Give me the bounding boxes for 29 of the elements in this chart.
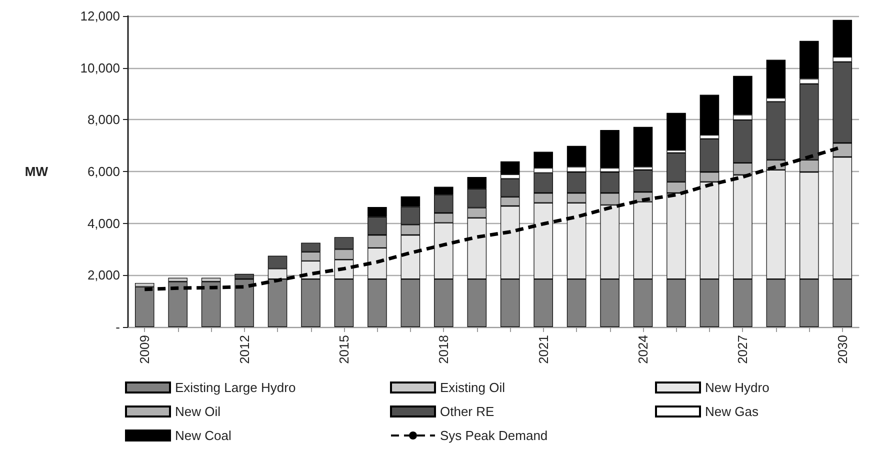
legend-label: Existing Oil — [440, 380, 506, 395]
bar — [600, 130, 620, 168]
legend-label: New Gas — [705, 404, 759, 419]
x-tick-label: 2009 — [137, 335, 152, 364]
y-tick-label: 10,000 — [80, 60, 120, 76]
bar — [633, 126, 653, 167]
legend-label: Other RE — [440, 404, 495, 419]
y-tick-label: 12,000 — [80, 8, 120, 24]
y-axis-title: MW — [24, 164, 49, 179]
legend-label: Sys Peak Demand — [440, 428, 548, 443]
x-tick-label: 2018 — [436, 335, 452, 364]
y-tick-label: 2,000 — [87, 268, 120, 283]
x-tick-label: 2024 — [636, 335, 651, 364]
legend-label: New Oil — [175, 404, 221, 419]
x-tick-label: 2027 — [735, 335, 750, 364]
x-tick-label: 2015 — [336, 335, 352, 364]
x-tick-label: 2030 — [834, 335, 850, 364]
bar — [766, 60, 786, 98]
legend-label: New Coal — [175, 428, 232, 443]
legend-label: Existing Large Hydro — [175, 380, 296, 395]
x-tick-label: 2021 — [536, 335, 551, 364]
y-tick-label: 8,000 — [87, 112, 120, 128]
y-tick-label: - — [116, 320, 120, 334]
y-tick-label: 4,000 — [87, 216, 120, 231]
bar — [666, 112, 686, 150]
y-tick-label: 6,000 — [87, 164, 120, 179]
x-tick-label: 2012 — [236, 335, 252, 364]
legend-label: New Hydro — [705, 380, 770, 395]
bar — [700, 94, 720, 135]
